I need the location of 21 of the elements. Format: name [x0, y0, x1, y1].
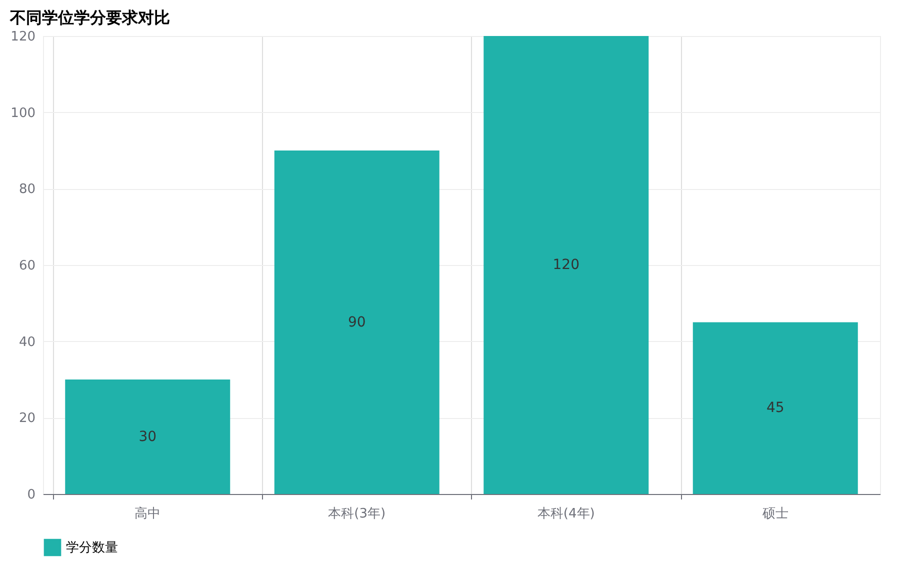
y-tick-label: 120 [10, 30, 36, 44]
bar [484, 36, 649, 494]
bar [692, 322, 858, 494]
y-tick-label: 20 [18, 411, 36, 426]
data-label: 120 [552, 257, 580, 273]
x-tick-label: 本科(3年) [328, 506, 386, 522]
bar [65, 380, 230, 494]
y-tick-label: 60 [18, 258, 36, 274]
y-tick-label: 40 [18, 334, 36, 350]
data-label: 30 [138, 428, 157, 445]
data-label: 45 [766, 400, 784, 416]
bar [274, 150, 440, 494]
data-label: 90 [348, 314, 366, 330]
y-tick-label: 100 [10, 106, 36, 121]
chart-title: 不同学位学分要求对比 [9, 8, 170, 27]
x-tick-label: 本科(4年) [537, 506, 595, 522]
y-tick-label: 80 [18, 182, 36, 198]
legend-label: 学分数量 [66, 540, 118, 556]
x-tick-label: 高中 [134, 506, 161, 522]
y-tick-label: 0 [27, 488, 36, 502]
x-tick-label: 硕士 [761, 506, 788, 522]
